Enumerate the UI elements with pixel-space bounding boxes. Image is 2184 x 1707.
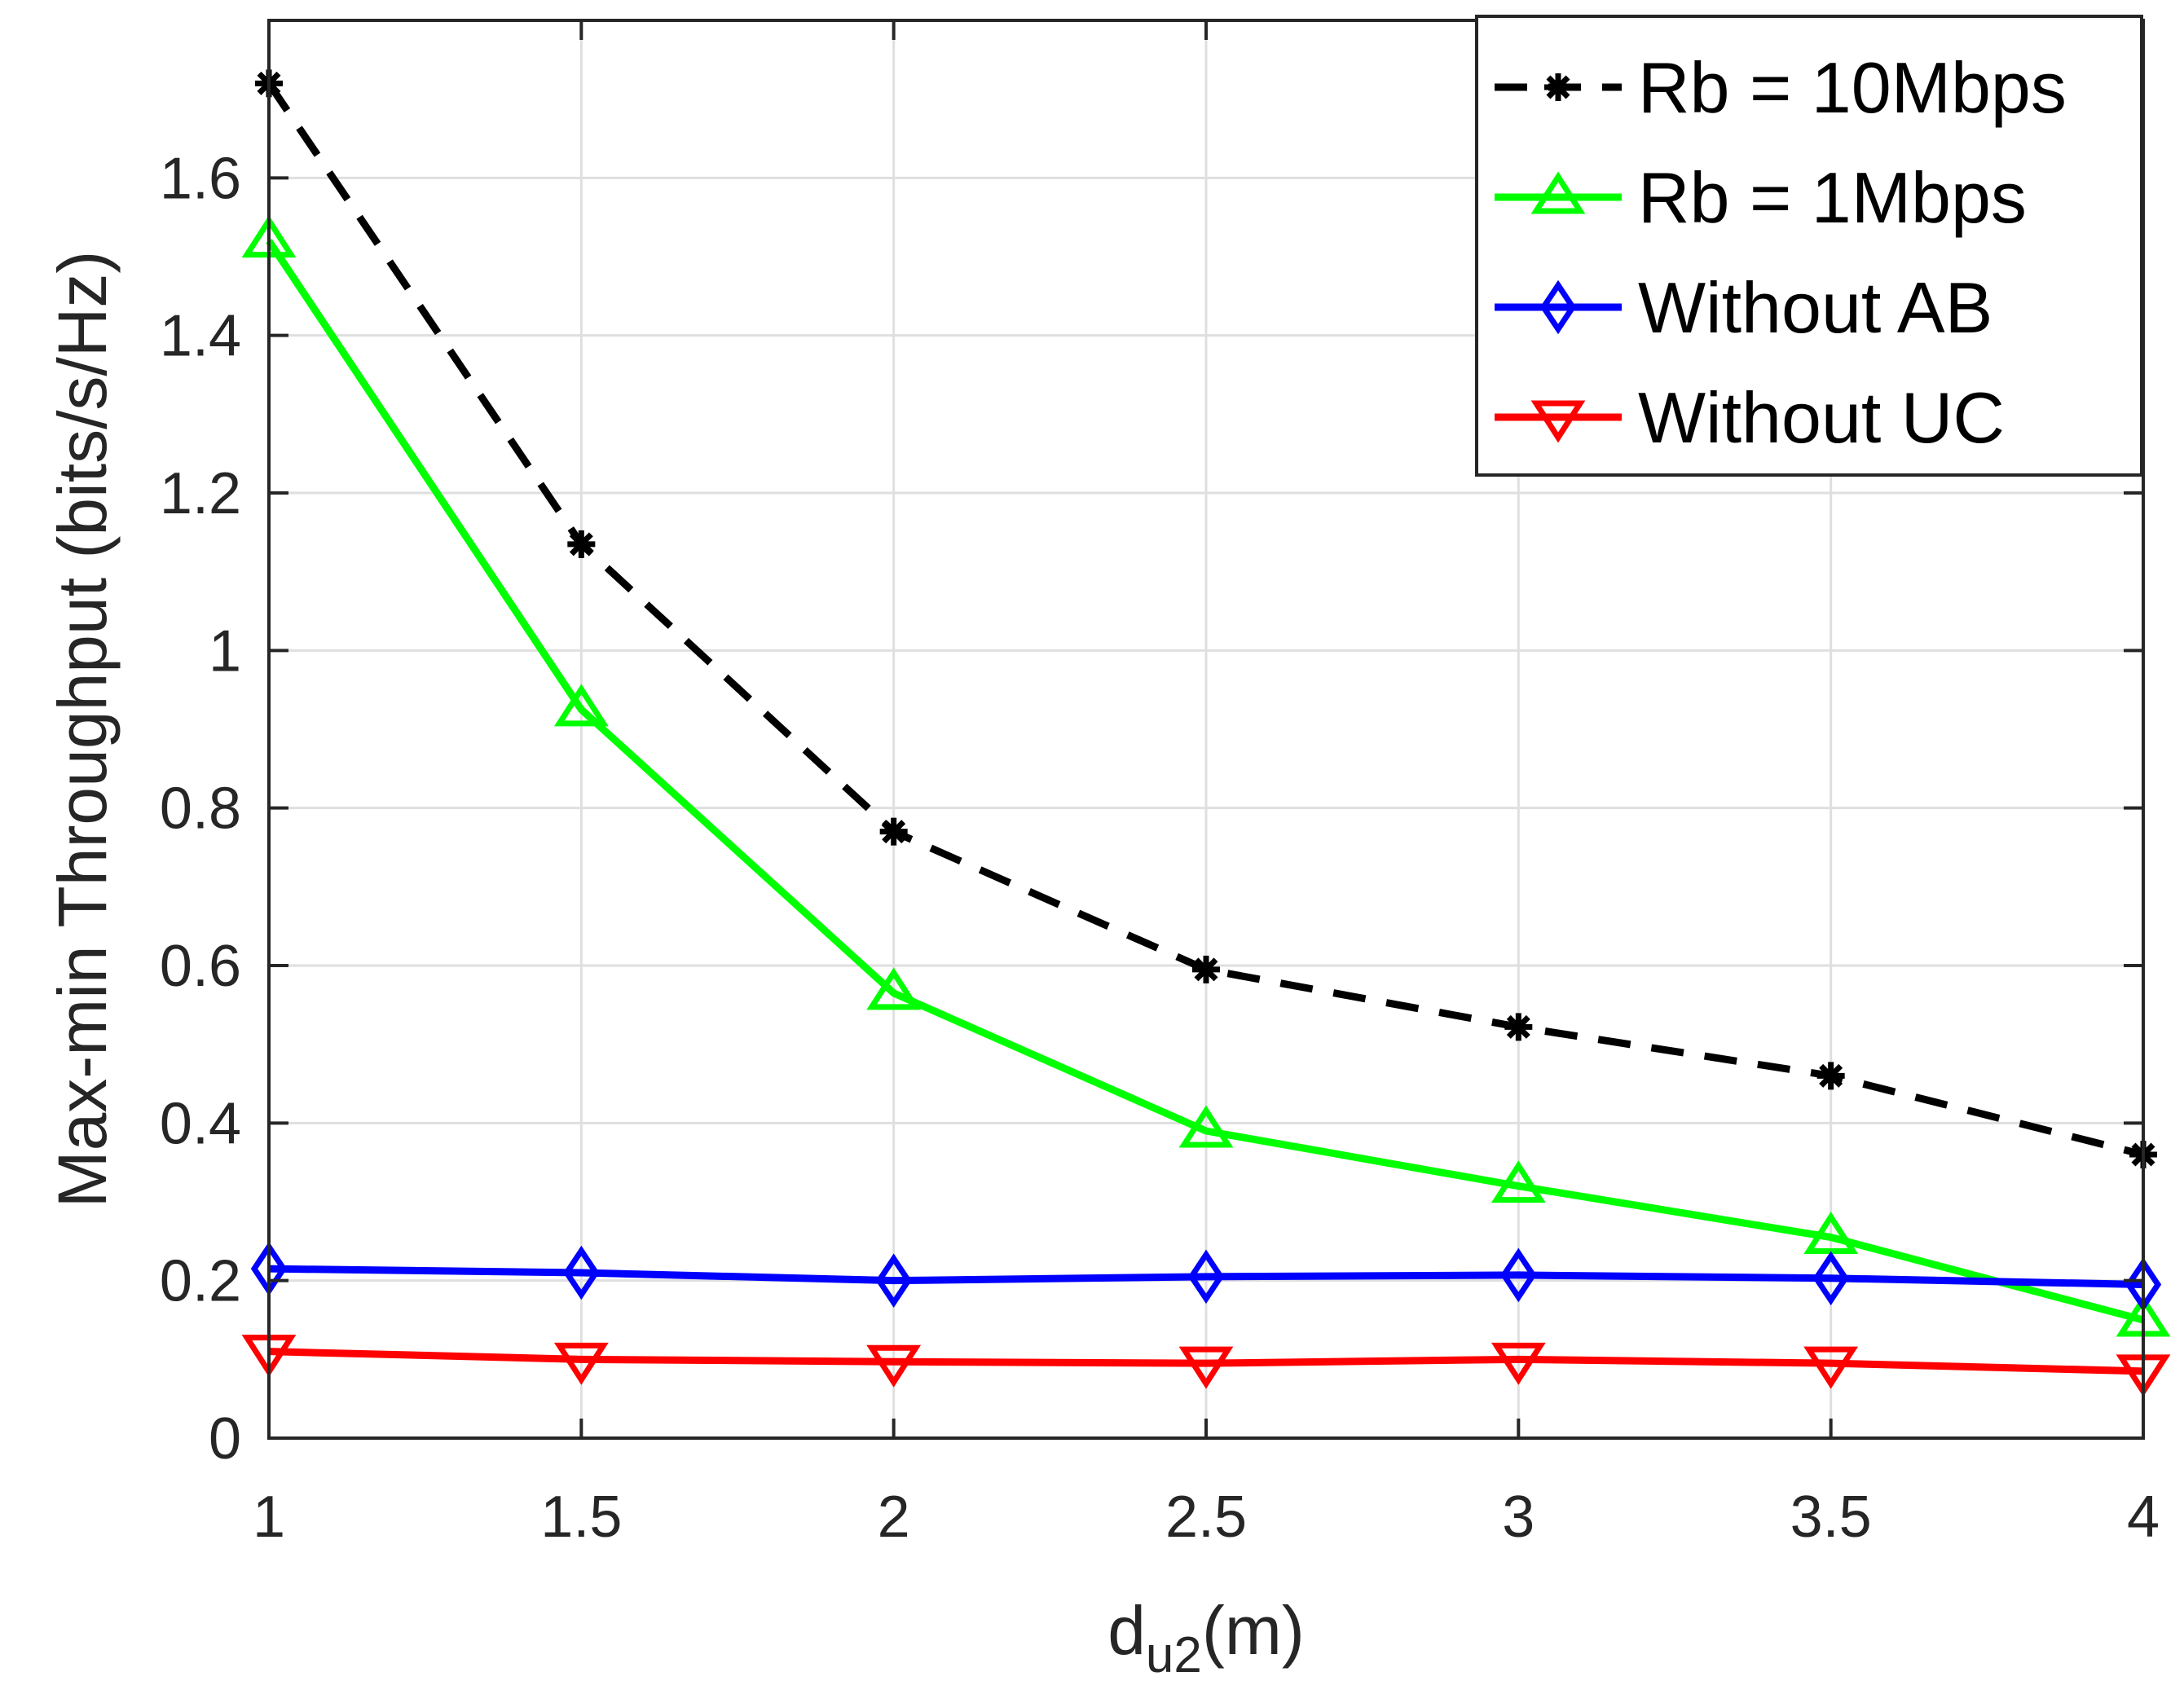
marker-rb-10mbps-2-5 <box>1192 955 1220 983</box>
x-tick-label-2: 2 <box>878 1485 910 1550</box>
legend-marker-without-uc <box>1530 400 1586 443</box>
marker-without-uc-3-5 <box>1803 1346 1859 1389</box>
marker-without-uc-2 <box>866 1344 922 1388</box>
marker-rb-10mbps-2 <box>879 817 908 846</box>
marker-without-uc-2-5 <box>1178 1346 1234 1389</box>
marker-rb-1mbps-1-5 <box>553 684 609 727</box>
legend-label-without-uc: Without UC <box>1638 377 2005 458</box>
y-tick-label-0-6: 0.6 <box>160 934 241 999</box>
marker-without-ab-3 <box>1500 1247 1537 1303</box>
series-line-without-uc <box>268 1348 2144 1375</box>
y-tick-label-1-4: 1.4 <box>160 304 241 369</box>
series-line-without-ab <box>268 1265 2144 1288</box>
marker-without-uc-3 <box>1490 1342 1546 1385</box>
x-tick-label-2-5: 2.5 <box>1165 1485 1247 1550</box>
x-axis-label: du2(m) <box>1107 1592 1305 1683</box>
x-tick-label-1-5: 1.5 <box>540 1485 622 1550</box>
marker-without-ab-1-5 <box>563 1245 600 1300</box>
legend-marker-rb-10mbps <box>1544 73 1572 101</box>
marker-rb-10mbps-3-5 <box>1816 1062 1845 1090</box>
x-tick-label-4: 4 <box>2127 1485 2160 1550</box>
y-tick-label-0-2: 0.2 <box>160 1249 241 1314</box>
marker-without-ab-2 <box>875 1253 912 1308</box>
x-tick-label-3-5: 3.5 <box>1790 1485 1872 1550</box>
legend-label-rb-1mbps: Rb = 1Mbps <box>1638 157 2027 238</box>
marker-rb-1mbps-3 <box>1490 1160 1546 1203</box>
x-tick-label-1: 1 <box>253 1485 285 1550</box>
marker-without-ab-3-5 <box>1812 1251 1849 1306</box>
marker-without-uc-1-5 <box>553 1342 609 1385</box>
legend-label-without-ab: Without AB <box>1638 267 1992 348</box>
y-tick-label-1: 1 <box>209 618 241 684</box>
marker-rb-1mbps-2-5 <box>1178 1105 1234 1148</box>
series-line-rb-1mbps <box>266 239 2145 1324</box>
marker-without-ab-2-5 <box>1187 1249 1225 1304</box>
legend-marker-without-ab <box>1539 279 1577 335</box>
legend-box <box>1475 15 2143 477</box>
legend-marker-rb-1mbps <box>1530 171 1586 214</box>
marker-rb-1mbps-2 <box>866 967 922 1010</box>
y-tick-label-0: 0 <box>209 1406 241 1472</box>
x-tick-label-3: 3 <box>1502 1485 1535 1550</box>
legend-label-rb-10mbps: Rb = 10Mbps <box>1638 47 2067 128</box>
marker-rb-10mbps-1-5 <box>567 530 596 558</box>
y-tick-label-0-8: 0.8 <box>160 777 241 842</box>
marker-rb-10mbps-3 <box>1504 1013 1533 1041</box>
y-tick-label-1-6: 1.6 <box>160 146 241 211</box>
y-tick-label-1-2: 1.2 <box>160 461 241 526</box>
axes: 1 1.5 2 2.5 3 3.5 4 0 0.2 0.4 0.6 0.8 1 1.2 1.4 1.6 du2(… <box>44 19 2160 1683</box>
legend: Rb = 10Mbps Rb = 1Mbps Without AB Without U… <box>1475 15 2143 477</box>
y-axis-label: Max-min Throughput (bits/s/Hz) <box>44 251 121 1208</box>
y-tick-label-0-4: 0.4 <box>160 1091 241 1156</box>
